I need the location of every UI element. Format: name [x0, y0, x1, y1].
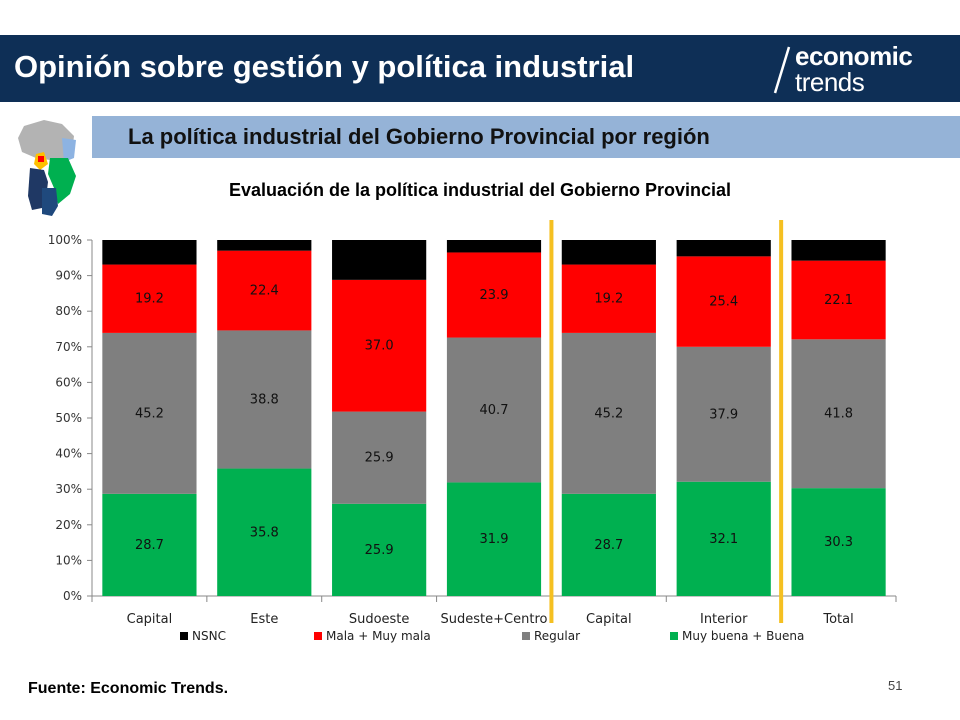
- legend-swatch: [180, 632, 188, 640]
- y-tick-label: 30%: [55, 482, 82, 496]
- data-label: 19.2: [594, 292, 623, 307]
- page-title: Opinión sobre gestión y política industr…: [14, 49, 635, 84]
- data-label: 25.9: [365, 543, 394, 558]
- data-label: 37.9: [709, 407, 738, 422]
- legend-label: Mala + Muy mala: [326, 629, 431, 643]
- y-tick-label: 0%: [63, 589, 82, 603]
- bar-segment: [561, 332, 656, 494]
- bar-segment: [561, 493, 656, 596]
- y-tick-label: 100%: [48, 233, 82, 247]
- logo-line1: economic: [795, 41, 913, 71]
- subheader-bar: La política industrial del Gobierno Prov…: [92, 116, 960, 158]
- data-label: 23.9: [480, 288, 509, 303]
- data-label: 22.1: [824, 293, 853, 308]
- bar-segment: [446, 252, 542, 338]
- data-label: 45.2: [594, 406, 623, 421]
- data-label: 41.8: [824, 407, 853, 422]
- data-label: 32.1: [709, 532, 738, 547]
- bar-segment: [446, 482, 542, 596]
- bar-segment: [217, 468, 312, 596]
- x-tick-label: Capital: [127, 612, 173, 627]
- bar-segment: [676, 481, 771, 596]
- data-label: 30.3: [824, 535, 853, 550]
- bar-segment: [561, 240, 656, 265]
- bar-segment: [102, 264, 197, 333]
- y-tick-label: 60%: [55, 375, 82, 389]
- x-tick-label: Sudeste+Centro: [441, 612, 548, 627]
- y-tick-label: 40%: [55, 447, 82, 461]
- y-tick-label: 10%: [55, 553, 82, 567]
- x-tick-label: Capital: [586, 612, 632, 627]
- x-tick-label: Interior: [700, 612, 748, 627]
- data-label: 28.7: [135, 538, 164, 553]
- legend-label: Regular: [534, 629, 580, 643]
- legend-label: NSNC: [192, 629, 226, 643]
- data-label: 40.7: [480, 403, 509, 418]
- legend-swatch: [314, 632, 322, 640]
- bar-segment: [791, 339, 886, 489]
- header-bar: Opinión sobre gestión y política industr…: [0, 35, 960, 102]
- bar-segment: [332, 503, 427, 596]
- legend-label: Muy buena + Buena: [682, 629, 804, 643]
- bar-segment: [332, 279, 427, 412]
- data-label: 28.7: [594, 538, 623, 553]
- y-tick-label: 80%: [55, 304, 82, 318]
- data-label: 25.9: [365, 451, 394, 466]
- bar-segment: [332, 240, 427, 280]
- bar-segment: [217, 330, 312, 469]
- bar-segment: [102, 493, 197, 596]
- bar-segment: [791, 260, 886, 340]
- bar-segment: [102, 332, 197, 494]
- bar-segment: [332, 411, 427, 504]
- bar-segment: [446, 240, 542, 253]
- bar-segment: [676, 256, 771, 347]
- legend-swatch: [522, 632, 530, 640]
- data-label: 45.2: [135, 406, 164, 421]
- data-label: 25.4: [709, 295, 738, 310]
- y-tick-label: 50%: [55, 411, 82, 425]
- logo-line2: trends: [795, 67, 865, 97]
- logo-slash-icon: [773, 46, 791, 94]
- data-label: 37.0: [365, 339, 394, 354]
- bar-segment: [217, 240, 312, 251]
- page-number: 51: [888, 678, 903, 693]
- data-label: 38.8: [250, 392, 279, 407]
- bar-segment: [102, 240, 197, 265]
- x-tick-label: Total: [822, 612, 853, 627]
- data-label: 31.9: [480, 532, 509, 547]
- y-tick-label: 90%: [55, 269, 82, 283]
- data-label: 22.4: [250, 284, 279, 299]
- bar-segment: [791, 488, 886, 596]
- source-note: Fuente: Economic Trends.: [28, 680, 229, 697]
- x-tick-label: Sudoeste: [349, 612, 410, 627]
- y-tick-label: 20%: [55, 518, 82, 532]
- bar-segment: [561, 264, 656, 333]
- x-tick-label: Este: [250, 612, 278, 627]
- bar-segment: [676, 240, 771, 257]
- bar-segment: [676, 346, 771, 482]
- data-label: 35.8: [250, 525, 279, 540]
- bar-segment: [446, 337, 542, 483]
- data-label: 19.2: [135, 292, 164, 307]
- legend-swatch: [670, 632, 678, 640]
- section-subtitle: La política industrial del Gobierno Prov…: [128, 124, 710, 149]
- province-map-icon: [18, 120, 76, 216]
- chart-title: Evaluación de la política industrial del…: [228, 180, 732, 200]
- bar-segment: [217, 250, 312, 331]
- bar-segment: [791, 240, 886, 261]
- y-tick-label: 70%: [55, 340, 82, 354]
